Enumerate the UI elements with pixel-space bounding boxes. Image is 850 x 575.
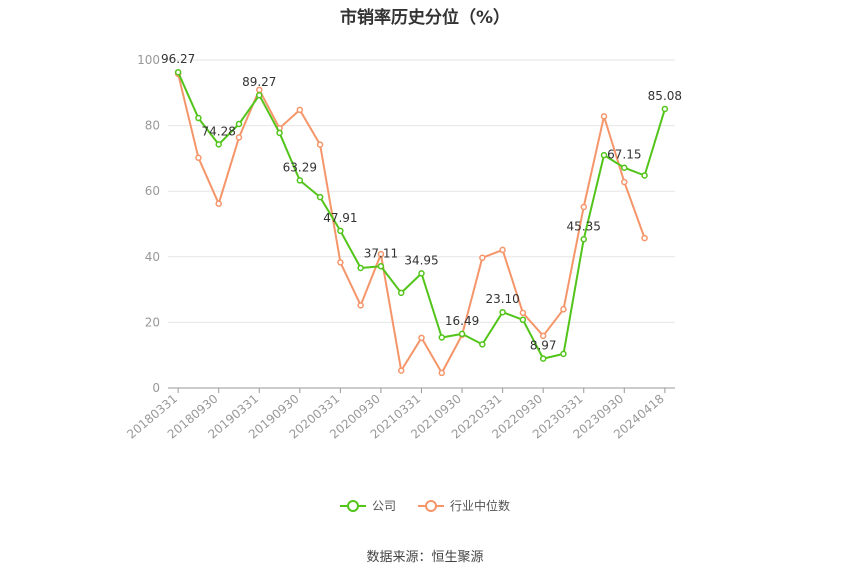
data-label: 89.27 [242,75,276,89]
y-tick-label: 80 [145,119,160,133]
series-0-point [316,193,324,201]
data-label: 45.35 [567,219,601,233]
series-0-point [661,105,669,113]
series-0-point [458,330,466,338]
series-0-point [174,68,182,76]
legend-company-label: 公司 [371,499,396,513]
series-0-point [539,355,547,362]
data-label: 47.91 [323,211,357,225]
series-1-point [600,113,608,120]
series-1-point [316,141,324,148]
data-label: 96.27 [161,52,195,66]
series-1-point [337,259,344,266]
series-0-point [215,141,222,148]
series-0-point [337,227,344,235]
series-1-point [215,200,222,207]
series-0-point [195,114,202,122]
data-labels: 96.27 74.28 89.27 63.29 47.91 37.11 34.95 16.49… [161,52,682,352]
series-1-point [580,203,587,211]
series-0-point [499,308,506,316]
series-0-point [438,334,446,341]
series-1-point [195,154,202,161]
series-0-point [519,316,527,324]
series-0-point [377,263,385,270]
data-label: 34.95 [404,253,438,267]
series-line-0 [177,71,666,360]
series-1-point [560,306,567,313]
legend-industry-marker [418,499,444,512]
series-0-point [580,236,587,243]
data-label: 37.11 [364,246,398,260]
series-0-point [479,341,486,348]
legend-item-industry[interactable]: 行业中位数 [418,497,510,514]
series-0-point [397,289,405,297]
series-1-point [499,246,506,254]
series-1-point [539,332,547,340]
legend-industry-label: 行业中位数 [450,499,511,513]
series-1-point [357,302,364,309]
series-0-point [276,129,283,137]
series-1-point [438,369,446,377]
series-1-point [296,106,304,114]
series-0-point [235,120,243,128]
series-1-point [418,334,425,342]
legend-company-marker [339,499,366,512]
data-label: 67.15 [607,148,641,162]
series-0-point [560,350,567,358]
y-tick-label: 20 [145,315,160,329]
legend: 公司 行业中位数 [0,497,850,514]
series-line-1 [177,73,646,374]
series-1-point [377,250,385,258]
series-0-point [600,151,608,159]
series-1-point [621,178,628,186]
axes: 0204060801002018033120180930201903312019… [124,53,675,442]
series-0-point [418,270,425,277]
legend-item-company[interactable]: 公司 [339,497,396,514]
series-0-point [256,91,263,99]
chart-title: 市销率历史分位（%） [339,8,511,28]
data-label: 74.28 [202,124,236,138]
data-label: 23.10 [485,292,519,306]
series-1-point [479,254,486,262]
series-1-point [519,309,527,317]
series-0-point [621,164,628,171]
data-label: 63.29 [283,160,317,174]
series-0-point [357,264,364,272]
data-label: 8.97 [530,339,557,353]
series-lines [174,68,669,377]
line-chart: 0204060801002018033120180930201903312019… [124,52,682,442]
grid-lines [168,59,675,323]
series-1-point [641,234,648,242]
series-0-point [296,177,304,184]
y-tick-label: 60 [145,184,160,198]
data-label: 85.08 [648,89,682,103]
series-1-point [397,367,405,374]
y-tick-label: 0 [152,381,160,395]
series-0-point [641,172,648,179]
y-tick-label: 40 [145,250,160,264]
y-tick-label: 100 [137,53,160,67]
data-source: 数据来源：恒生聚源 [366,550,484,565]
data-label: 16.49 [445,314,479,328]
series-1-point [235,134,243,141]
